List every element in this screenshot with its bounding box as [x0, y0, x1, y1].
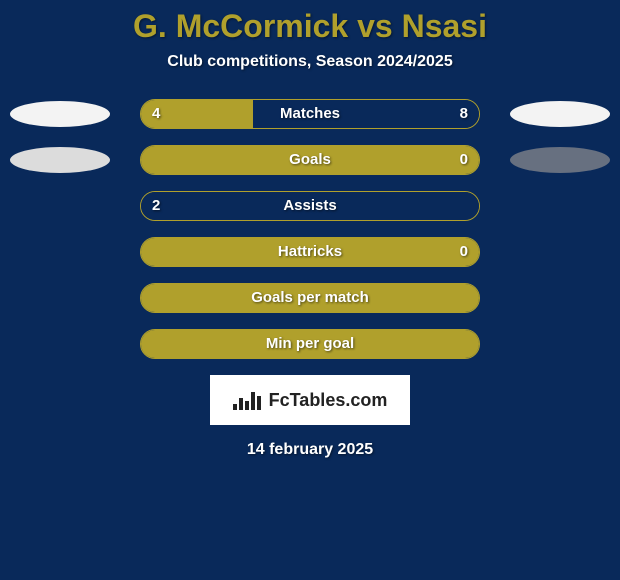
- comparison-infographic: G. McCormick vs Nsasi Club competitions,…: [0, 0, 620, 580]
- player-badge-right: [510, 147, 610, 173]
- bar-track: [140, 329, 480, 359]
- subtitle: Club competitions, Season 2024/2025: [0, 53, 620, 71]
- stat-row: Goals per match: [0, 283, 620, 313]
- right-bar: [253, 100, 479, 128]
- page-title: G. McCormick vs Nsasi: [0, 8, 620, 45]
- logo-text: FcTables.com: [269, 390, 388, 411]
- left-bar: [141, 146, 479, 174]
- player-badge-left: [10, 101, 110, 127]
- logo-badge: FcTables.com: [210, 375, 410, 425]
- left-value: 4: [152, 99, 160, 129]
- player-badge-left: [10, 147, 110, 173]
- right-value: 0: [460, 145, 468, 175]
- bar-chart-icon: [233, 388, 263, 412]
- left-bar: [141, 330, 479, 358]
- right-bar: [141, 192, 479, 220]
- bar-track: [140, 283, 480, 313]
- bar-track: [140, 237, 480, 267]
- bar-track: [140, 99, 480, 129]
- left-value: 2: [152, 191, 160, 221]
- left-bar: [141, 284, 479, 312]
- right-value: 8: [460, 99, 468, 129]
- stat-row: Hattricks0: [0, 237, 620, 267]
- stat-row: Matches48: [0, 99, 620, 129]
- bar-track: [140, 191, 480, 221]
- right-value: 0: [460, 237, 468, 267]
- player-badge-right: [510, 101, 610, 127]
- stat-row: Min per goal: [0, 329, 620, 359]
- chart-area: Matches48Goals0Assists2Hattricks0Goals p…: [0, 99, 620, 359]
- stat-row: Goals0: [0, 145, 620, 175]
- stat-row: Assists2: [0, 191, 620, 221]
- bar-track: [140, 145, 480, 175]
- left-bar: [141, 238, 479, 266]
- footer-date: 14 february 2025: [0, 441, 620, 459]
